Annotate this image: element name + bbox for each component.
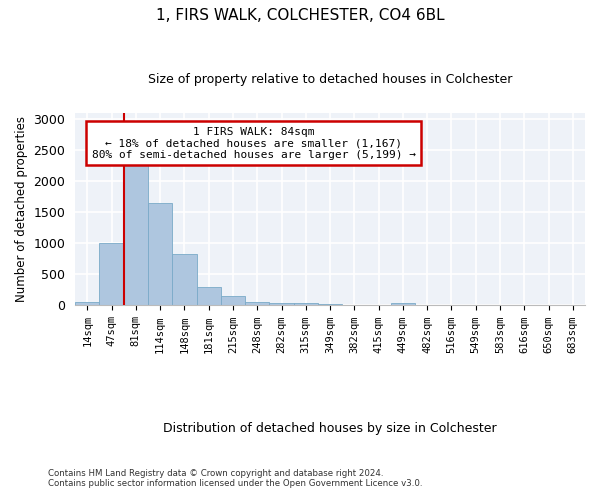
Y-axis label: Number of detached properties: Number of detached properties [15, 116, 28, 302]
Text: 1, FIRS WALK, COLCHESTER, CO4 6BL: 1, FIRS WALK, COLCHESTER, CO4 6BL [155, 8, 445, 22]
Bar [318, 304, 342, 306]
Bar [172, 254, 197, 306]
Bar [100, 244, 124, 306]
Bar [391, 304, 415, 306]
Bar [75, 302, 100, 306]
Bar [221, 296, 245, 306]
Bar [293, 304, 318, 306]
Bar [269, 302, 293, 306]
Bar [124, 153, 148, 306]
Bar [148, 203, 172, 306]
Text: Contains HM Land Registry data © Crown copyright and database right 2024.: Contains HM Land Registry data © Crown c… [48, 468, 383, 477]
Title: Size of property relative to detached houses in Colchester: Size of property relative to detached ho… [148, 72, 512, 86]
Text: Contains public sector information licensed under the Open Government Licence v3: Contains public sector information licen… [48, 478, 422, 488]
Bar [245, 302, 269, 306]
Text: 1 FIRS WALK: 84sqm
← 18% of detached houses are smaller (1,167)
80% of semi-deta: 1 FIRS WALK: 84sqm ← 18% of detached hou… [92, 126, 416, 160]
Bar [197, 286, 221, 306]
X-axis label: Distribution of detached houses by size in Colchester: Distribution of detached houses by size … [163, 422, 497, 435]
